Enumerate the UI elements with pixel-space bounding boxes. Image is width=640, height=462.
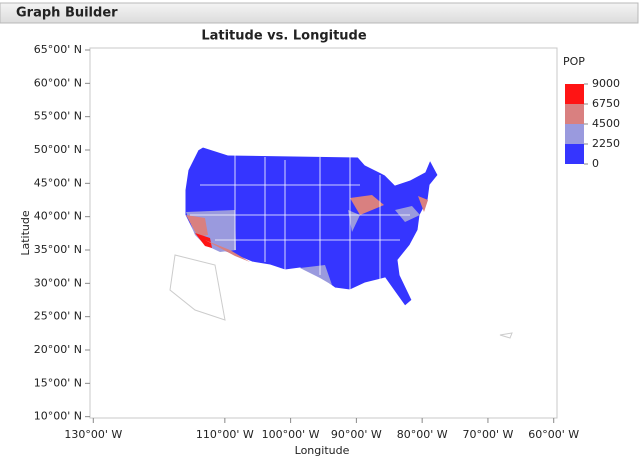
y-tick-label: 65°00' N (34, 43, 82, 56)
header-bar (0, 2, 639, 24)
legend-tick-label: 4500 (592, 117, 620, 130)
y-tick-label: 40°00' N (34, 210, 82, 223)
y-tick-label: 60°00' N (34, 76, 82, 89)
region-socal (195, 233, 212, 248)
y-tick-label: 45°00' N (34, 176, 82, 189)
legend-title: POP (563, 55, 585, 68)
window-title: Graph Builder (16, 6, 118, 21)
x-axis-label: Longitude (295, 444, 350, 457)
x-tick-label: 80°00' W (397, 428, 448, 441)
region-ca (186, 215, 208, 237)
y-tick-label: 55°00' N (34, 110, 82, 123)
y-axis-label: Latitude (19, 210, 32, 256)
region-tx (300, 265, 332, 285)
legend-swatch (565, 104, 584, 124)
legend-swatch (565, 144, 584, 164)
map (169, 146, 513, 339)
x-tick-label: 60°00' W (528, 428, 579, 441)
y-tick-label: 15°00' N (34, 376, 82, 389)
legend-swatch (565, 84, 584, 104)
island (499, 332, 513, 339)
x-tick-label: 90°00' W (331, 428, 382, 441)
region-mo (348, 210, 360, 232)
y-tick-label: 30°00' N (34, 276, 82, 289)
legend-tick-label: 0 (592, 157, 599, 170)
x-tick-label: 110°00' W (196, 428, 254, 441)
y-tick-label: 25°00' N (34, 310, 82, 323)
region-az (205, 240, 250, 262)
region-ny (418, 196, 428, 212)
x-tick-label: 100°00' W (262, 428, 320, 441)
region-il (350, 195, 384, 215)
region-va (395, 206, 420, 222)
y-tick-label: 50°00' N (34, 143, 82, 156)
legend-tick-label: 9000 (592, 77, 620, 90)
chart-title: Latitude vs. Longitude (201, 29, 367, 44)
x-tick-label: 70°00' W (462, 428, 513, 441)
y-tick-label: 20°00' N (34, 343, 82, 356)
x-tick-label: 130°00' W (64, 428, 122, 441)
y-tick-label: 35°00' N (34, 243, 82, 256)
legend-tick-label: 6750 (592, 97, 620, 110)
legend-swatch (565, 124, 584, 144)
alaska (169, 254, 226, 321)
y-tick-label: 10°00' N (34, 410, 82, 423)
legend-tick-label: 2250 (592, 137, 620, 150)
